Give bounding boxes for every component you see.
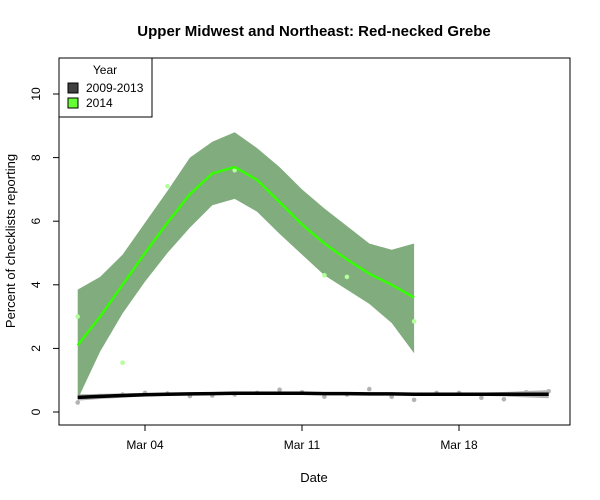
series-line-2014 <box>76 165 415 346</box>
data-point-2009-2013 <box>367 386 372 392</box>
confidence-bands <box>77 132 549 401</box>
data-point-2014 <box>344 274 350 280</box>
data-point-2014 <box>120 360 125 366</box>
legend-label-2014: 2014 <box>86 96 113 110</box>
y-tick-label: 8 <box>29 154 43 161</box>
legend-title: Year <box>93 63 117 77</box>
x-axis: Mar 04 Mar 11 Mar 18 <box>126 425 478 452</box>
legend: Year 2009-2013 2014 <box>58 57 153 118</box>
plot-frame <box>58 57 571 426</box>
x-tick-label: Mar 18 <box>440 438 478 452</box>
data-point-2014 <box>75 314 80 319</box>
y-tick-label: 2 <box>29 345 43 352</box>
y-tick-label: 4 <box>29 281 43 288</box>
y-tick-label: 10 <box>29 87 43 101</box>
y-tick-label: 0 <box>29 408 43 415</box>
y-tick-label: 6 <box>29 218 43 225</box>
x-tick-label: Mar 04 <box>126 438 164 452</box>
y-axis: 0 2 4 6 8 10 <box>29 87 59 415</box>
ci-band-2014 <box>77 132 415 400</box>
data-point-2009-2013 <box>501 397 507 402</box>
data-point-2009-2013 <box>277 387 282 393</box>
data-point-2009-2013 <box>322 394 327 400</box>
legend-label-2009-2013: 2009-2013 <box>86 81 144 95</box>
series-line-2009-2013 <box>77 391 549 400</box>
y-axis-label: Percent of checklists reporting <box>3 154 18 328</box>
data-point-2009-2013 <box>75 400 80 405</box>
data-point-2009-2013 <box>411 397 417 403</box>
x-tick-label: Mar 11 <box>284 438 321 452</box>
data-point-2009-2013 <box>479 395 484 401</box>
x-axis-label: Date <box>300 470 327 485</box>
legend-swatch-2009-2013 <box>67 82 79 94</box>
chart-title: Upper Midwest and Northeast: Red-necked … <box>137 23 490 40</box>
data-point-2014 <box>411 319 417 324</box>
series-lines <box>76 165 549 400</box>
data-point-2014 <box>165 183 170 189</box>
data-point-2014 <box>322 273 327 278</box>
legend-swatch-2014 <box>67 97 79 109</box>
